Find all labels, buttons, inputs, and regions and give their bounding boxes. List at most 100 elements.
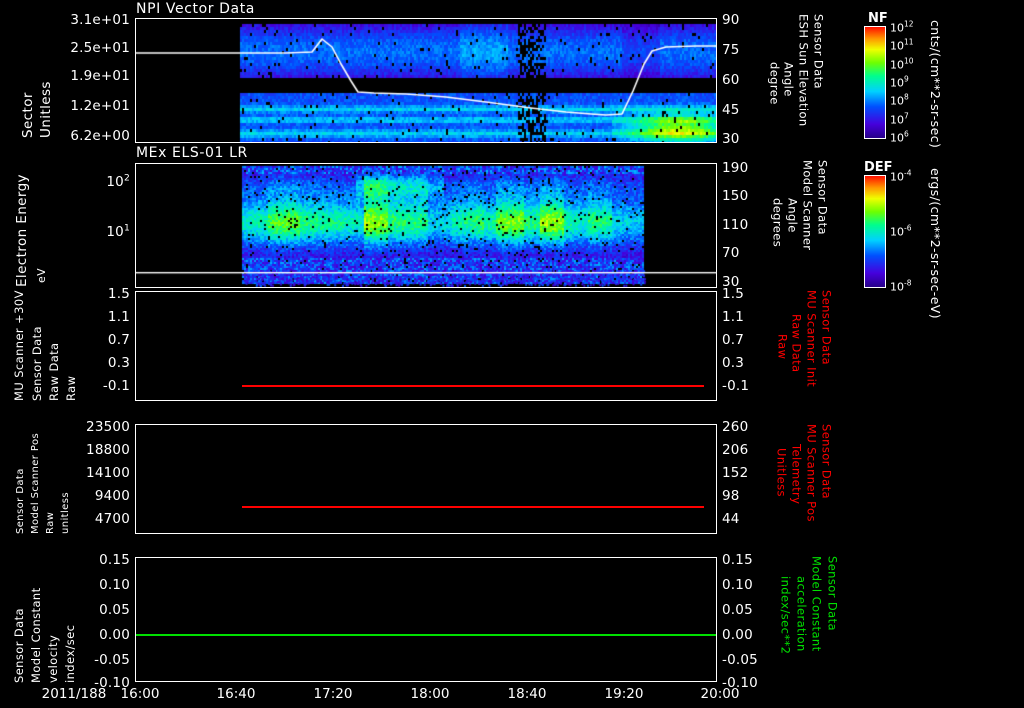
ytick: 23500 (86, 419, 130, 435)
ytick: 0.15 (722, 552, 753, 568)
ytick: 190 (722, 160, 749, 176)
ytick: -0.05 (722, 652, 758, 668)
ytick: 60 (722, 72, 740, 88)
ytick: 0.00 (722, 627, 753, 643)
xtick: 16:00 (120, 686, 160, 702)
ytick: 1.5 (722, 286, 745, 302)
mpos-left-label-line1: Sensor Data (15, 468, 26, 534)
mvel-left-label-line1: Sensor Data (12, 608, 26, 683)
els-spectrogram (136, 164, 716, 287)
ytick: 14100 (86, 465, 130, 481)
ytick: 1.9e+01 (70, 68, 130, 84)
cbtick: 109 (890, 74, 909, 90)
ytick-10e2: 102 (106, 172, 130, 190)
els-right-label-line3: Angle (785, 198, 800, 233)
nf-colorbar-unit: cnts/(cm**2-sr-sec) (927, 20, 943, 149)
npi-right-label-line4: degree (767, 62, 782, 105)
ytick: 45 (722, 102, 740, 118)
ytick: 6.2e+00 (70, 128, 130, 144)
els-right-label-line2: Model Scanner (800, 160, 815, 251)
ytick: 0.7 (107, 332, 130, 348)
xtick: 20:00 (700, 686, 740, 702)
ytick: 30 (722, 274, 740, 290)
def-colorbar-title: DEF (864, 160, 893, 175)
xtick: 16:40 (216, 686, 256, 702)
panel-npi-vector-data (135, 18, 717, 143)
cbtick: 10-4 (890, 168, 912, 184)
npi-left-label-line1: Sector (20, 92, 36, 138)
nf-colorbar (864, 26, 886, 139)
ytick: 260 (722, 419, 749, 435)
els-right-ticks: 190 150 110 70 30 (722, 160, 766, 290)
els-right-label-line4: degrees (770, 198, 785, 248)
mvel-right-label-line3: acceleration (794, 576, 809, 652)
ytick: 206 (722, 442, 749, 458)
npi-right-label-line3: Angle (781, 62, 796, 97)
cbtick: 10-8 (890, 278, 912, 294)
npi-left-ticks: 3.1e+01 2.5e+01 1.9e+01 1.2e+01 6.2e+00 (40, 12, 130, 144)
mvel-right-label-line1: Sensor Data (825, 556, 840, 631)
def-colorbar (864, 175, 886, 288)
xtick: 17:20 (313, 686, 353, 702)
panel-model-constant-velocity (135, 557, 717, 682)
ytick: 110 (722, 217, 749, 233)
mu30v-right-label-line4: Raw (775, 334, 790, 360)
ytick: 70 (722, 245, 740, 261)
els-right-label: Sensor Data Model Scanner Angle degrees (766, 158, 836, 293)
def-colorbar-ticks: 10-4 10-6 10-8 (890, 169, 938, 294)
mpos-right-ticks: 260 206 152 98 44 (722, 419, 766, 536)
mu30v-right-label: Sensor Data MU Scanner Init Raw Data Raw (768, 288, 838, 406)
cbtick: 108 (890, 92, 909, 108)
ytick: 44 (722, 511, 740, 527)
mpos-right-label-line2: MU Scanner Pos (804, 424, 819, 522)
mu30v-left-label-line2: Sensor Data (30, 326, 44, 401)
panel-title-npi: NPI Vector Data (136, 1, 255, 17)
ytick: 3.1e+01 (70, 12, 130, 28)
nf-colorbar-ticks: 1012 1011 1010 109 108 107 106 (890, 20, 938, 145)
ytick: 30 (722, 131, 740, 147)
npi-right-label-line2: ESH Sun Elevation (796, 14, 811, 127)
ytick: 0.10 (99, 577, 130, 593)
ytick: 2.5e+01 (70, 40, 130, 56)
cbtick: 1012 (890, 19, 914, 35)
ytick: 75 (722, 42, 740, 58)
ytick: 90 (722, 12, 740, 28)
ytick: 1.5 (107, 286, 130, 302)
model-scanner-pos-trace (242, 506, 704, 508)
mpos-right-label-line3: Telemetry (789, 444, 804, 505)
els-left-label-line1: Electron Energy (14, 174, 30, 287)
els-right-label-line1: Sensor Data (815, 160, 830, 235)
cbtick: 10-6 (890, 223, 912, 239)
mvel-right-label-line2: Model Constant (809, 556, 824, 652)
cbtick: 1010 (890, 56, 914, 72)
def-colorbar-unit: ergs/(cm**2-sr-sec-eV) (927, 168, 943, 320)
mpos-right-label-line1: Sensor Data (819, 424, 834, 499)
mpos-right-label-line4: Unitless (774, 448, 789, 497)
mu30v-right-label-line3: Raw Data (789, 314, 804, 373)
mpos-left-label-line2: Model Scanner Pos (30, 432, 41, 534)
ytick: -0.1 (102, 378, 130, 394)
mu30v-right-label-line1: Sensor Data (819, 290, 834, 365)
ytick: 0.05 (99, 602, 130, 618)
x-axis: 2011/188 16:00 16:40 17:20 18:00 18:40 1… (0, 686, 1024, 708)
ytick: 150 (722, 188, 749, 204)
panel-model-scanner-pos-raw (135, 424, 717, 534)
mu30v-right-ticks: 1.5 1.1 0.7 0.3 -0.1 (722, 286, 766, 403)
ytick: 0.05 (722, 602, 753, 618)
els-left-ticks: 102 101 (48, 163, 130, 289)
ytick: 0.10 (722, 577, 753, 593)
ytick: -0.05 (94, 652, 130, 668)
mpos-left-label-line3: Raw (45, 511, 56, 534)
panel-mu-scanner-30v-raw (135, 291, 717, 401)
ytick: 0.00 (99, 627, 130, 643)
cbtick: 106 (890, 129, 909, 145)
ytick: 1.2e+01 (70, 98, 130, 114)
mvel-left-label-line2: Model Constant (29, 587, 43, 683)
mpos-right-label: Sensor Data MU Scanner Pos Telemetry Uni… (766, 420, 838, 538)
npi-right-label: Sensor Data ESH Sun Elevation Angle degr… (762, 12, 832, 147)
panel-title-els: MEx ELS-01 LR (136, 145, 248, 161)
mu-scanner-30v-trace (242, 385, 704, 387)
ytick: -0.10 (94, 675, 130, 691)
ytick: 98 (722, 488, 740, 504)
